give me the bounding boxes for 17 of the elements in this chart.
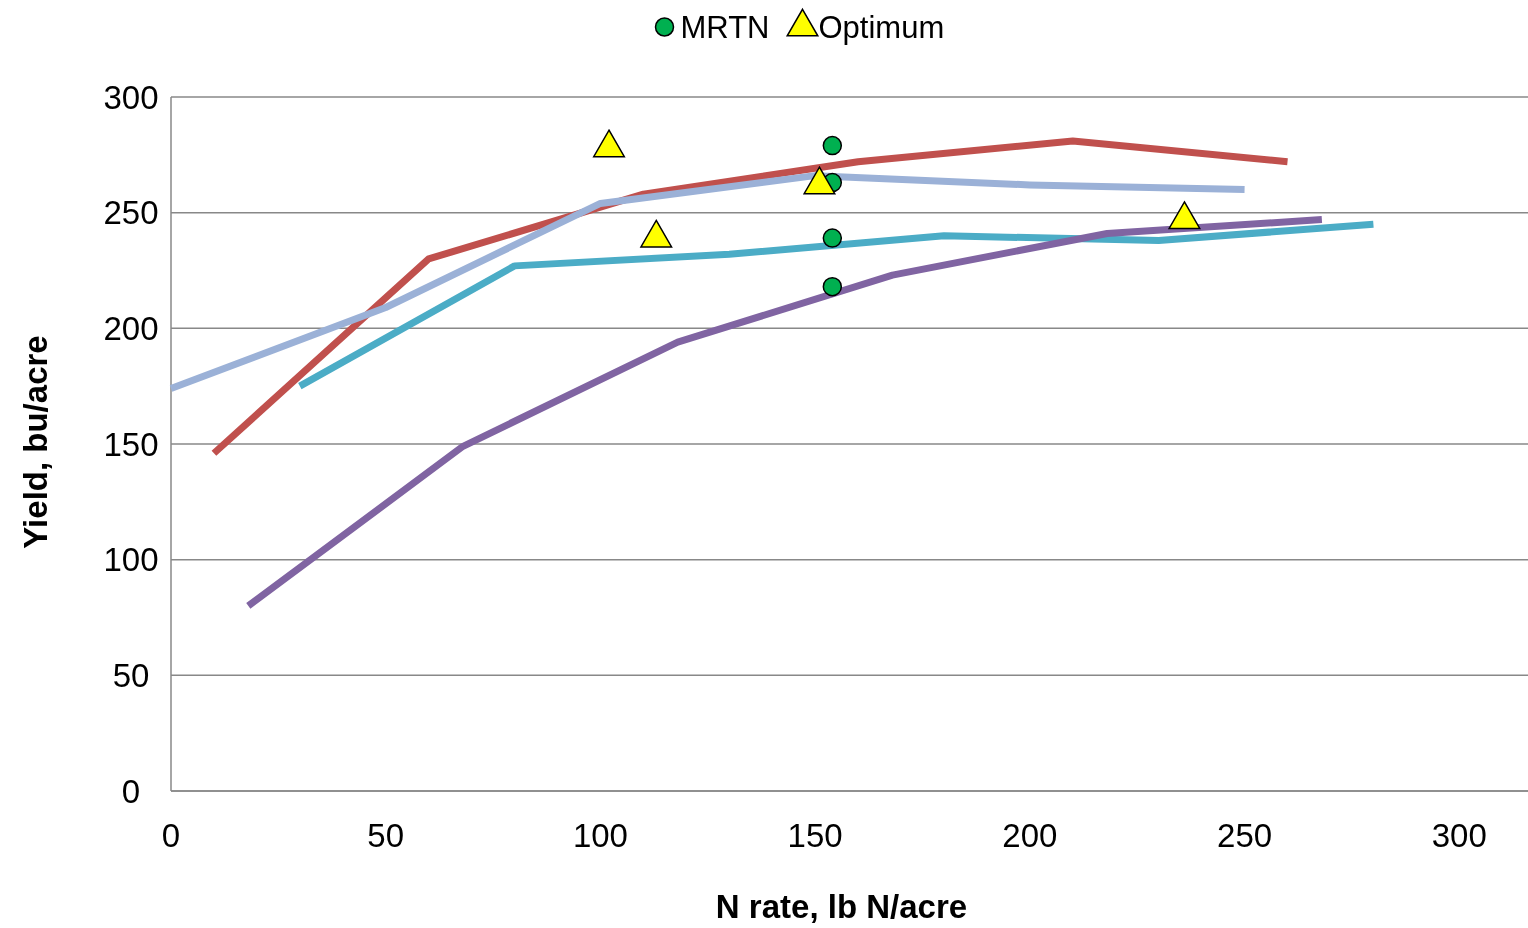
- x-tick-label: 250: [1217, 817, 1273, 854]
- y-tick-label: 0: [121, 772, 141, 810]
- y-tick-label: 150: [103, 425, 159, 463]
- x-tick-label: 50: [367, 817, 405, 854]
- y-tick-label: 250: [103, 194, 159, 232]
- y-axis-title: Yield, bu/acre: [17, 335, 54, 549]
- x-tick-label: 200: [1002, 817, 1058, 854]
- x-axis-title: N rate, lb N/acre: [715, 888, 968, 925]
- y-tick-label: 50: [112, 656, 150, 694]
- legend-label: Optimum: [818, 9, 945, 45]
- x-tick-label: 150: [787, 817, 843, 854]
- y-tick-label: 200: [103, 309, 159, 347]
- y-tick-label: 300: [103, 78, 159, 116]
- legend-label: MRTN: [680, 9, 770, 45]
- y-tick-label: 100: [103, 541, 159, 579]
- x-tick-label: 100: [572, 817, 628, 854]
- x-tick-label: 300: [1431, 817, 1487, 854]
